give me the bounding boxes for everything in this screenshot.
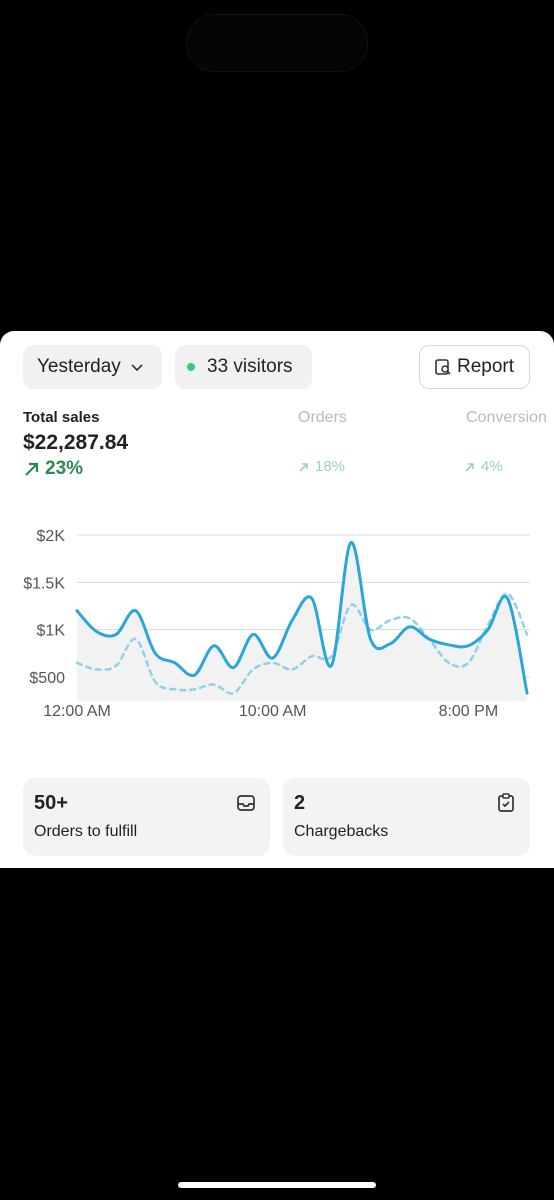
card-value: 50+ [34, 792, 68, 814]
card-value: 2 [294, 792, 306, 814]
metric-label: Orders [298, 409, 347, 426]
metric-change: 23% [23, 458, 83, 480]
report-icon [435, 359, 451, 375]
metric-label: Total sales [23, 409, 100, 426]
summary-card[interactable]: 2 Chargebacks [283, 778, 530, 856]
metric-label: Conversion [466, 409, 547, 426]
card-label: Chargebacks [294, 823, 389, 840]
x-tick-label: 8:00 PM [439, 703, 499, 720]
series-line [75, 592, 529, 695]
series-line [75, 541, 529, 695]
chevron-icon [131, 364, 143, 372]
y-tick-label: $1K [37, 623, 66, 640]
report-label: Report [457, 356, 515, 377]
metric-change-text: 23% [45, 458, 84, 479]
metric-change: 4% [464, 458, 503, 475]
clipboard-icon [498, 793, 514, 812]
card-label: Orders to fulfill [34, 823, 138, 840]
up-arrow [25, 462, 39, 476]
dynamic-island [186, 14, 368, 72]
y-tick-label: $2K [37, 528, 66, 545]
area [77, 542, 528, 701]
metric-value: $22,287.84 [23, 431, 129, 454]
date-filter[interactable]: Yesterday [23, 345, 162, 389]
report-button[interactable]: Report [419, 345, 530, 389]
visitors-button[interactable]: 33 visitors [175, 345, 312, 389]
x-tick-label: 10:00 AM [239, 703, 307, 720]
metric-change-text: 4% [481, 458, 503, 475]
dashboard-card: Yesterday 33 visitors Report Total sales… [0, 331, 554, 868]
inbox-icon [237, 795, 255, 811]
up-arrow [299, 462, 308, 472]
date-filter-label: Yesterday [37, 356, 121, 377]
summary-card[interactable]: 50+ Orders to fulfill [23, 778, 270, 856]
x-tick-label: 12:00 AM [43, 703, 111, 720]
y-tick-label: $1.5K [23, 575, 65, 592]
metric-change-text: 18% [315, 458, 346, 475]
home-indicator [178, 1182, 376, 1188]
up-arrow [465, 462, 474, 472]
metric-change: 18% [298, 458, 345, 475]
y-tick-label: $500 [29, 670, 65, 687]
live-dot [187, 363, 195, 371]
sales-chart: $500 $1K $1.5K $2K 12:00 AM 10:00 AM 8:00 PM [23, 528, 530, 720]
visitors-label: 33 visitors [207, 356, 293, 377]
